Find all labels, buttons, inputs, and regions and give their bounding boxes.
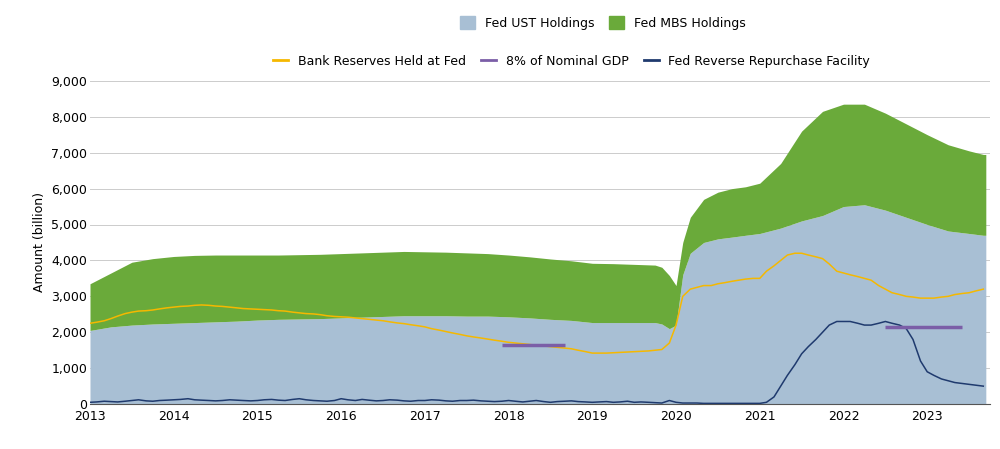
Legend: Bank Reserves Held at Fed, 8% of Nominal GDP, Fed Reverse Repurchase Facility: Bank Reserves Held at Fed, 8% of Nominal…	[273, 55, 870, 68]
Y-axis label: Amount (billion): Amount (billion)	[33, 193, 46, 292]
